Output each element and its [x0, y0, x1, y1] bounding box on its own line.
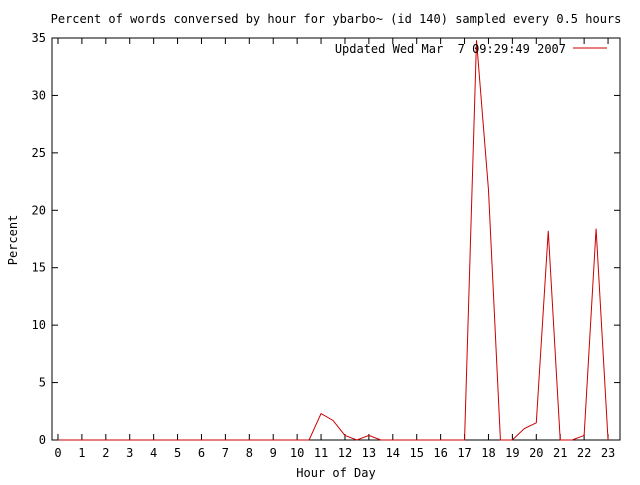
x-tick-label: 16: [433, 446, 447, 460]
y-tick-label: 0: [39, 433, 46, 447]
legend-entry-label: Updated Wed Mar 7 09:29:49 2007: [335, 42, 566, 56]
x-tick-label: 13: [362, 446, 376, 460]
x-tick-label: 21: [553, 446, 567, 460]
x-tick-label: 23: [601, 446, 615, 460]
x-tick-label: 5: [174, 446, 181, 460]
y-tick-label: 10: [32, 318, 46, 332]
x-tick-label: 17: [457, 446, 471, 460]
x-tick-label: 1: [78, 446, 85, 460]
x-axis-label: Hour of Day: [296, 466, 375, 480]
x-tick-label: 20: [529, 446, 543, 460]
y-axis-label: Percent: [6, 215, 20, 266]
y-tick-label: 5: [39, 376, 46, 390]
x-tick-label: 4: [150, 446, 157, 460]
x-tick-label: 7: [222, 446, 229, 460]
legend: Updated Wed Mar 7 09:29:49 2007: [335, 42, 607, 56]
x-tick-label: 15: [409, 446, 423, 460]
x-tick-label: 12: [338, 446, 352, 460]
x-tick-label: 3: [126, 446, 133, 460]
chart-title: Percent of words conversed by hour for y…: [51, 12, 622, 26]
x-tick-label: 9: [270, 446, 277, 460]
x-tick-label: 6: [198, 446, 205, 460]
x-tick-label: 2: [102, 446, 109, 460]
series-layer: [57, 40, 609, 441]
x-tick-label: 8: [246, 446, 253, 460]
series-line-0: [57, 40, 609, 441]
x-tick-label: 0: [54, 446, 61, 460]
y-tick-label: 15: [32, 261, 46, 275]
x-tick-label: 10: [290, 446, 304, 460]
x-tick-label: 22: [577, 446, 591, 460]
x-tick-label: 18: [481, 446, 495, 460]
y-tick-label: 25: [32, 146, 46, 160]
x-tick-label: 11: [314, 446, 328, 460]
y-tick-label: 30: [32, 88, 46, 102]
plot-area-frame: [51, 37, 621, 441]
y-tick-label: 20: [32, 203, 46, 217]
x-tick-label: 19: [505, 446, 519, 460]
x-tick-label: 14: [386, 446, 400, 460]
y-tick-label: 35: [32, 31, 46, 45]
